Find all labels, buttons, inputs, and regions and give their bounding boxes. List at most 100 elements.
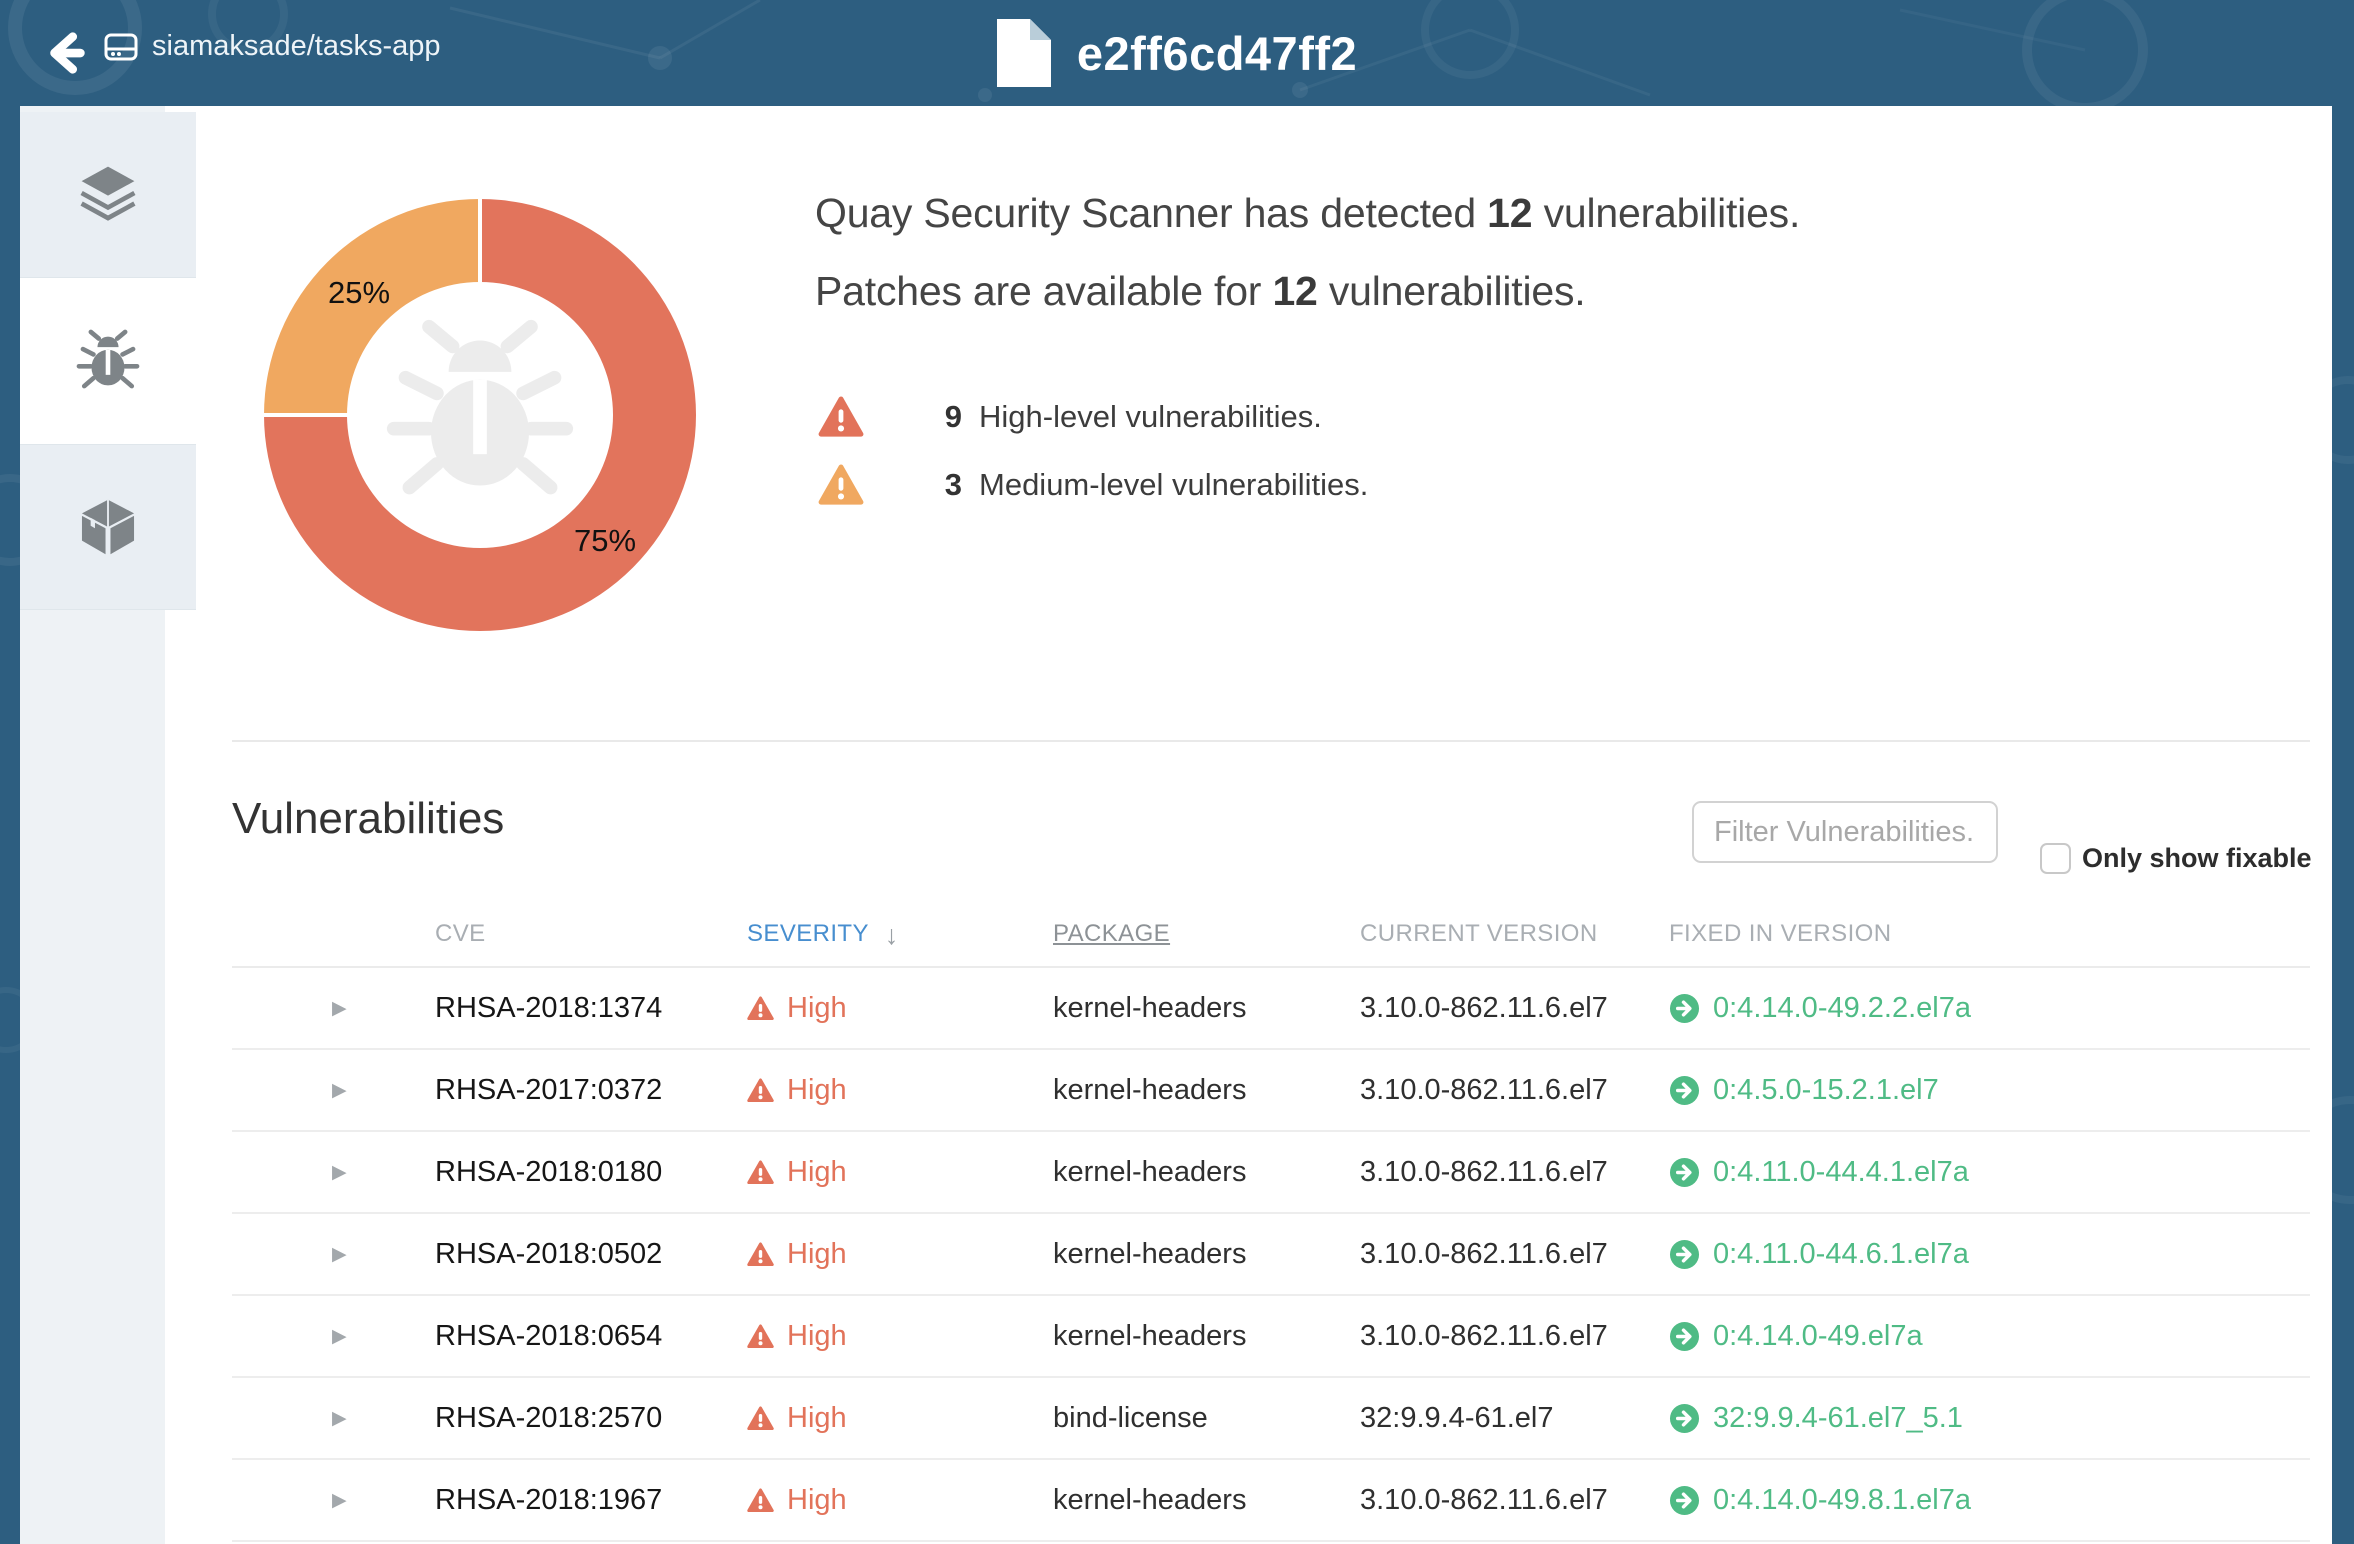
- arrow-circle-right-icon: [1669, 1485, 1700, 1515]
- current-version-cell: 3.10.0-862.11.6.el7: [1360, 991, 1608, 1024]
- arrow-circle-right-icon: [1669, 993, 1700, 1023]
- arrow-circle-right-icon: [1669, 1075, 1700, 1105]
- current-version-cell: 3.10.0-862.11.6.el7: [1360, 1319, 1608, 1352]
- package-icon: [81, 499, 135, 555]
- detected-prefix: Quay Security Scanner has detected: [815, 190, 1488, 236]
- fixed-version-link[interactable]: 32:9.9.4-61.el7_5.1: [1669, 1402, 2310, 1435]
- fixed-version-label: 0:4.11.0-44.4.1.el7a: [1713, 1155, 1969, 1188]
- arrow-circle-right-icon: [1669, 1321, 1700, 1351]
- fixed-version-link[interactable]: 0:4.14.0-49.2.2.el7a: [1669, 992, 2310, 1025]
- sidebar-item-layers[interactable]: [20, 112, 196, 278]
- vuln-table-body: ▶ RHSA-2018:1374 High kernel-headers 3.1…: [232, 968, 2310, 1542]
- fixed-version-link[interactable]: 0:4.11.0-44.4.1.el7a: [1669, 1156, 2310, 1189]
- table-row: ▶ RHSA-2017:0372 High kernel-headers 3.1…: [232, 1050, 2310, 1132]
- cve-cell: RHSA-2018:0502: [435, 1237, 663, 1270]
- high-label: High-level vulnerabilities.: [979, 399, 1322, 434]
- expand-row-button[interactable]: ▶: [232, 1325, 435, 1348]
- filter-vulnerabilities-input[interactable]: [1692, 801, 1998, 863]
- fixed-version-label: 0:4.14.0-49.2.2.el7a: [1713, 991, 1971, 1024]
- arrow-left-icon: [50, 32, 85, 74]
- fixed-version-link[interactable]: 0:4.14.0-49.8.1.el7a: [1669, 1484, 2310, 1517]
- sort-desc-icon: ↓: [884, 919, 899, 950]
- arrow-circle-right-icon: [1669, 1403, 1700, 1433]
- warning-icon-high: [747, 1405, 774, 1430]
- sidebar-item-security-scan[interactable]: [20, 278, 196, 444]
- section-title: Vulnerabilities: [232, 794, 505, 843]
- arrow-circle-right-icon: [1669, 1157, 1700, 1187]
- current-version-cell: 3.10.0-862.11.6.el7: [1360, 1237, 1608, 1270]
- back-button[interactable]: [44, 30, 90, 76]
- expand-row-button[interactable]: ▶: [232, 1489, 435, 1512]
- fixed-version-link[interactable]: 0:4.11.0-44.6.1.el7a: [1669, 1238, 2310, 1271]
- table-row: ▶ RHSA-2018:1374 High kernel-headers 3.1…: [232, 968, 2310, 1050]
- fixed-version-label: 0:4.11.0-44.6.1.el7a: [1713, 1237, 1969, 1270]
- warning-icon-high: [747, 1487, 774, 1512]
- current-version-cell: 3.10.0-862.11.6.el7: [1360, 1155, 1608, 1188]
- expand-row-button[interactable]: ▶: [232, 1161, 435, 1184]
- expand-row-button[interactable]: ▶: [232, 1243, 435, 1266]
- severity-label: High: [787, 1319, 847, 1352]
- sidebar-item-packages[interactable]: [20, 444, 196, 610]
- fixed-version-link[interactable]: 0:4.5.0-15.2.1.el7: [1669, 1074, 2310, 1107]
- package-cell: kernel-headers: [1053, 1155, 1247, 1188]
- severity-header-label: SEVERITY: [747, 920, 869, 947]
- column-header-current-version: CURRENT VERSION: [1360, 920, 1598, 947]
- only-show-fixable-label: Only show fixable: [2082, 843, 2312, 873]
- table-header: CVE SEVERITY ↓ PACKAGE CURRENT VERSION F…: [232, 902, 2310, 968]
- caret-right-icon: ▶: [332, 1079, 347, 1101]
- severity-cell: High: [747, 1238, 1053, 1271]
- top-header: siamaksade/tasks-app e2ff6cd47ff2: [0, 0, 2354, 106]
- column-header-package[interactable]: PACKAGE: [1053, 920, 1171, 947]
- warning-icon-high: [747, 995, 774, 1020]
- package-cell: kernel-headers: [1053, 1483, 1247, 1516]
- caret-right-icon: ▶: [332, 1489, 347, 1511]
- vulnerability-donut-chart: 25% 75%: [262, 197, 696, 631]
- cve-cell: RHSA-2017:0372: [435, 1073, 663, 1106]
- fixed-version-link[interactable]: 0:4.14.0-49.el7a: [1669, 1320, 2310, 1353]
- donut-slice-high: [264, 199, 696, 631]
- package-cell: kernel-headers: [1053, 1237, 1247, 1270]
- repo-breadcrumb[interactable]: siamaksade/tasks-app: [104, 30, 441, 63]
- severity-label: High: [787, 1483, 847, 1516]
- bug-icon: [76, 329, 140, 389]
- donut-label-high: 75%: [574, 523, 636, 558]
- column-header-cve: CVE: [435, 920, 486, 947]
- medium-label: Medium-level vulnerabilities.: [979, 467, 1369, 502]
- fixed-version-label: 0:4.14.0-49.8.1.el7a: [1713, 1483, 1971, 1516]
- severity-label: High: [787, 1155, 847, 1188]
- cve-cell: RHSA-2018:0654: [435, 1319, 663, 1352]
- cve-cell: RHSA-2018:0180: [435, 1155, 663, 1188]
- package-cell: bind-license: [1053, 1401, 1208, 1434]
- expand-row-button[interactable]: ▶: [232, 1079, 435, 1102]
- severity-label: High: [787, 1073, 847, 1106]
- donut-label-medium: 25%: [328, 275, 390, 310]
- fixed-version-label: 32:9.9.4-61.el7_5.1: [1713, 1401, 1963, 1434]
- cve-cell: RHSA-2018:1967: [435, 1483, 663, 1516]
- table-row: ▶ RHSA-2018:0180 High kernel-headers 3.1…: [232, 1132, 2310, 1214]
- detected-count: 12: [1487, 190, 1533, 236]
- column-header-severity[interactable]: SEVERITY ↓: [747, 919, 1053, 950]
- file-icon: [996, 19, 1051, 87]
- expand-row-button[interactable]: ▶: [232, 997, 435, 1020]
- table-row: ▶ RHSA-2018:2570 High bind-license 32:9.…: [232, 1378, 2310, 1460]
- caret-right-icon: ▶: [332, 1325, 347, 1347]
- stat-row-high: 9 High-level vulnerabilities.: [818, 394, 1322, 440]
- donut-slice-medium: [264, 199, 480, 415]
- fixed-version-label: 0:4.14.0-49.el7a: [1713, 1319, 1923, 1352]
- severity-cell: High: [747, 992, 1053, 1025]
- summary-line-detected: Quay Security Scanner has detected 12 vu…: [815, 190, 1800, 237]
- cve-cell: RHSA-2018:2570: [435, 1401, 663, 1434]
- warning-icon-high: [747, 1077, 774, 1102]
- only-show-fixable-checkbox[interactable]: [2040, 843, 2071, 874]
- repository-icon: [104, 33, 138, 60]
- content-panel: 25% 75% Quay Security Scanner has detect…: [20, 106, 2332, 1544]
- summary-line-patches: Patches are available for 12 vulnerabili…: [815, 268, 1586, 315]
- severity-label: High: [787, 991, 847, 1024]
- expand-row-button[interactable]: ▶: [232, 1407, 435, 1430]
- severity-cell: High: [747, 1074, 1053, 1107]
- repository-name: siamaksade/tasks-app: [152, 30, 441, 62]
- severity-cell: High: [747, 1156, 1053, 1189]
- table-row: ▶ RHSA-2018:0502 High kernel-headers 3.1…: [232, 1214, 2310, 1296]
- caret-right-icon: ▶: [332, 1161, 347, 1183]
